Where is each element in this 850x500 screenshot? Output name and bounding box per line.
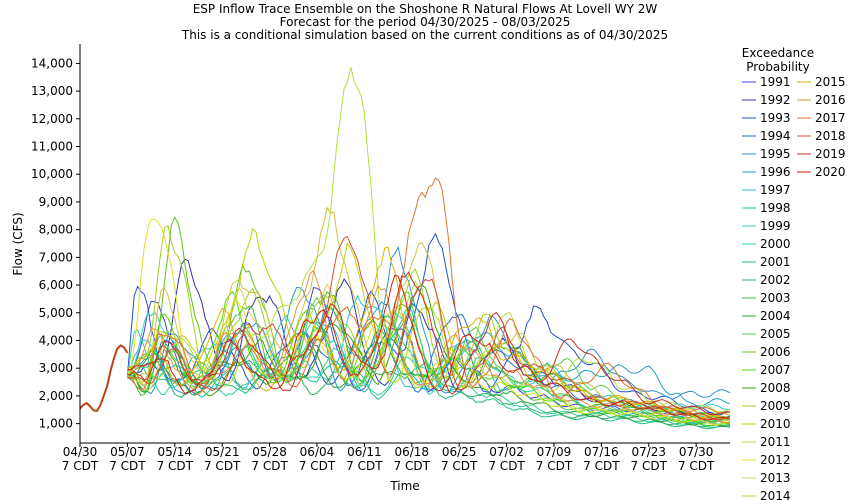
- x-tick-date: 07/02: [489, 445, 524, 459]
- series-line-1998: [126, 306, 731, 426]
- legend-label-1997: 1997: [760, 183, 791, 197]
- y-tick-label: 7,000: [39, 250, 73, 264]
- chart-title: ESP Inflow Trace Ensemble on the Shoshon…: [193, 2, 658, 16]
- x-tick-time: 7 CDT: [583, 459, 620, 473]
- legend-label-2017: 2017: [815, 111, 846, 125]
- x-tick-date: 05/28: [252, 445, 287, 459]
- x-tick-time: 7 CDT: [251, 459, 288, 473]
- x-tick-time: 7 CDT: [631, 459, 668, 473]
- legend-label-1991: 1991: [760, 75, 791, 89]
- legend-label-1996: 1996: [760, 165, 791, 179]
- x-tick-date: 05/14: [157, 445, 192, 459]
- legend-label-1993: 1993: [760, 111, 791, 125]
- y-tick-label: 2,000: [39, 389, 73, 403]
- legend-label-2013: 2013: [760, 471, 791, 485]
- legend-title-line-1: Exceedance: [742, 46, 814, 60]
- x-tick-date: 06/04: [300, 445, 335, 459]
- y-tick-label: 6,000: [39, 278, 73, 292]
- series-line-2011: [127, 67, 731, 413]
- y-axis-ticks: 1,000 2,000 3,000 4,000 5,000 6,000 7,000 8,000…: [31, 56, 80, 431]
- x-tick-time: 7 CDT: [299, 459, 336, 473]
- series-line-2014: [127, 206, 731, 416]
- series-line-2020: [127, 274, 731, 421]
- y-tick-label: 1,000: [39, 417, 73, 431]
- x-tick-date: 07/30: [679, 445, 714, 459]
- legend-label-2010: 2010: [760, 417, 791, 431]
- legend-title-line-2: Probability: [746, 60, 809, 74]
- y-tick-label: 12,000: [31, 112, 73, 126]
- series-line-2013: [127, 283, 731, 424]
- x-tick-time: 7 CDT: [488, 459, 525, 473]
- series-line-2016: [127, 269, 731, 424]
- y-tick-label: 5,000: [39, 306, 73, 320]
- legend-label-1995: 1995: [760, 147, 791, 161]
- x-tick-time: 7 CDT: [346, 459, 383, 473]
- legend-label-2002: 2002: [760, 273, 791, 287]
- series-line-2007: [127, 290, 731, 426]
- observed-line: [79, 344, 129, 413]
- chart-note: This is a conditional simulation based o…: [181, 28, 668, 42]
- legend-label-1998: 1998: [760, 201, 791, 215]
- legend-label-2006: 2006: [760, 345, 791, 359]
- legend-label-2014: 2014: [760, 489, 791, 500]
- series-line-2018: [127, 235, 731, 420]
- legend-label-1994: 1994: [760, 129, 791, 143]
- x-tick-date: 05/21: [205, 445, 240, 459]
- x-tick-time: 7 CDT: [394, 459, 431, 473]
- legend: 1991 1992 1993 1994 1995 1996 1997 1998 1999 2000…: [742, 75, 846, 500]
- legend-label-1992: 1992: [760, 93, 791, 107]
- series-line-2019: [127, 271, 731, 416]
- x-tick-date: 04/30: [63, 445, 98, 459]
- x-tick-date: 05/07: [110, 445, 145, 459]
- legend-label-2004: 2004: [760, 309, 791, 323]
- y-tick-label: 10,000: [31, 167, 73, 181]
- y-tick-label: 3,000: [39, 361, 73, 375]
- x-tick-time: 7 CDT: [157, 459, 194, 473]
- x-tick-time: 7 CDT: [204, 459, 241, 473]
- y-tick-label: 11,000: [31, 140, 73, 154]
- x-tick-time: 7 CDT: [441, 459, 478, 473]
- x-tick-time: 7 CDT: [536, 459, 573, 473]
- y-tick-label: 8,000: [39, 223, 73, 237]
- series-line-2017: [127, 177, 731, 414]
- legend-label-2001: 2001: [760, 255, 791, 269]
- x-tick-time: 7 CDT: [109, 459, 146, 473]
- legend-label-2015: 2015: [815, 75, 846, 89]
- x-tick-date: 07/16: [584, 445, 619, 459]
- legend-label-2012: 2012: [760, 453, 791, 467]
- y-tick-label: 13,000: [31, 84, 73, 98]
- x-tick-time: 7 CDT: [62, 459, 99, 473]
- legend-label-2007: 2007: [760, 363, 791, 377]
- chart-subtitle: Forecast for the period 04/30/2025 - 08/…: [280, 15, 571, 29]
- legend-label-1999: 1999: [760, 219, 791, 233]
- x-tick-date: 06/18: [394, 445, 429, 459]
- legend-label-2011: 2011: [760, 435, 791, 449]
- series-line-1993: [126, 232, 731, 416]
- legend-label-2003: 2003: [760, 291, 791, 305]
- legend-label-2019: 2019: [815, 147, 846, 161]
- y-tick-label: 9,000: [39, 195, 73, 209]
- legend-label-2016: 2016: [815, 93, 846, 107]
- legend-label-2005: 2005: [760, 327, 791, 341]
- series-line-2010: [127, 227, 731, 420]
- plot-area: [79, 67, 731, 430]
- x-tick-date: 06/25: [442, 445, 477, 459]
- x-tick-date: 07/23: [631, 445, 666, 459]
- legend-label-2009: 2009: [760, 399, 791, 413]
- x-tick-date: 06/11: [347, 445, 382, 459]
- legend-label-2000: 2000: [760, 237, 791, 251]
- legend-label-2008: 2008: [760, 381, 791, 395]
- y-tick-label: 4,000: [39, 333, 73, 347]
- y-tick-label: 14,000: [31, 56, 73, 70]
- y-axis-label: Flow (CFS): [11, 212, 25, 275]
- x-axis-label: Time: [389, 479, 419, 493]
- x-tick-date: 07/09: [537, 445, 572, 459]
- x-tick-time: 7 CDT: [678, 459, 715, 473]
- legend-label-2018: 2018: [815, 129, 846, 143]
- legend-label-2020: 2020: [815, 165, 846, 179]
